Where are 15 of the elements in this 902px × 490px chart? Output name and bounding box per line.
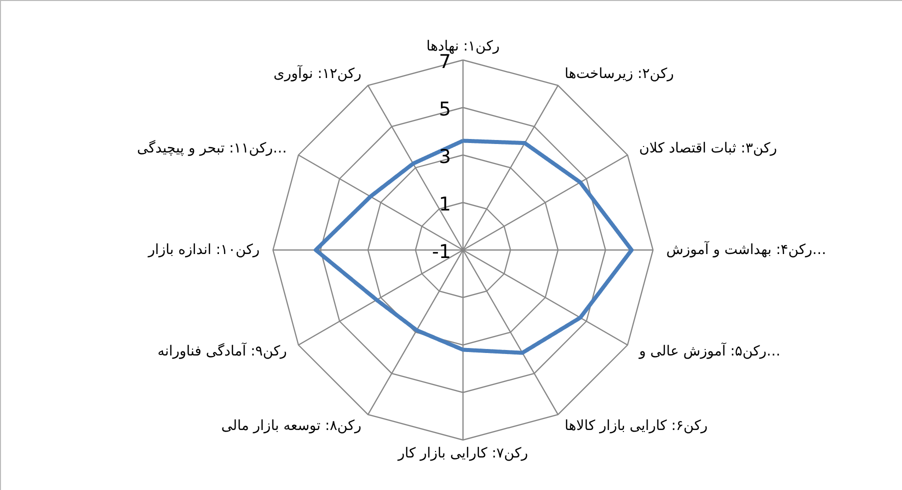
spoke-label: رکن۱۲: نوآوری [274,64,362,82]
y-tick-label: 5 [438,98,451,120]
y-tick-label: -1 [432,241,451,263]
y-tick-label: 1 [438,194,451,216]
spoke-label: رکن۵: آموزش عالی و… [638,342,781,360]
spoke-label: رکن۹: آمادگی فناورانه [157,342,287,360]
spoke-label: رکن۶: کارایی بازار کالاها [564,418,708,434]
spoke-label: رکن۱۱: تبحر و پیچیدگی… [137,139,287,156]
spoke-label: رکن۴: بهداشت و آموزش… [666,240,826,258]
spoke-label: رکن۸: توسعه بازار مالی [221,418,362,434]
spoke-label: رکن۷: کارایی بازار کار [396,445,528,462]
spoke-label: رکن۲: زیرساخت‌ها [564,66,674,82]
spoke-label: رکن۱۰: اندازه بازار [147,242,260,258]
spoke-label: رکن۳: ثبات اقتصاد کلان [639,140,778,156]
y-tick-label: 3 [438,146,451,168]
